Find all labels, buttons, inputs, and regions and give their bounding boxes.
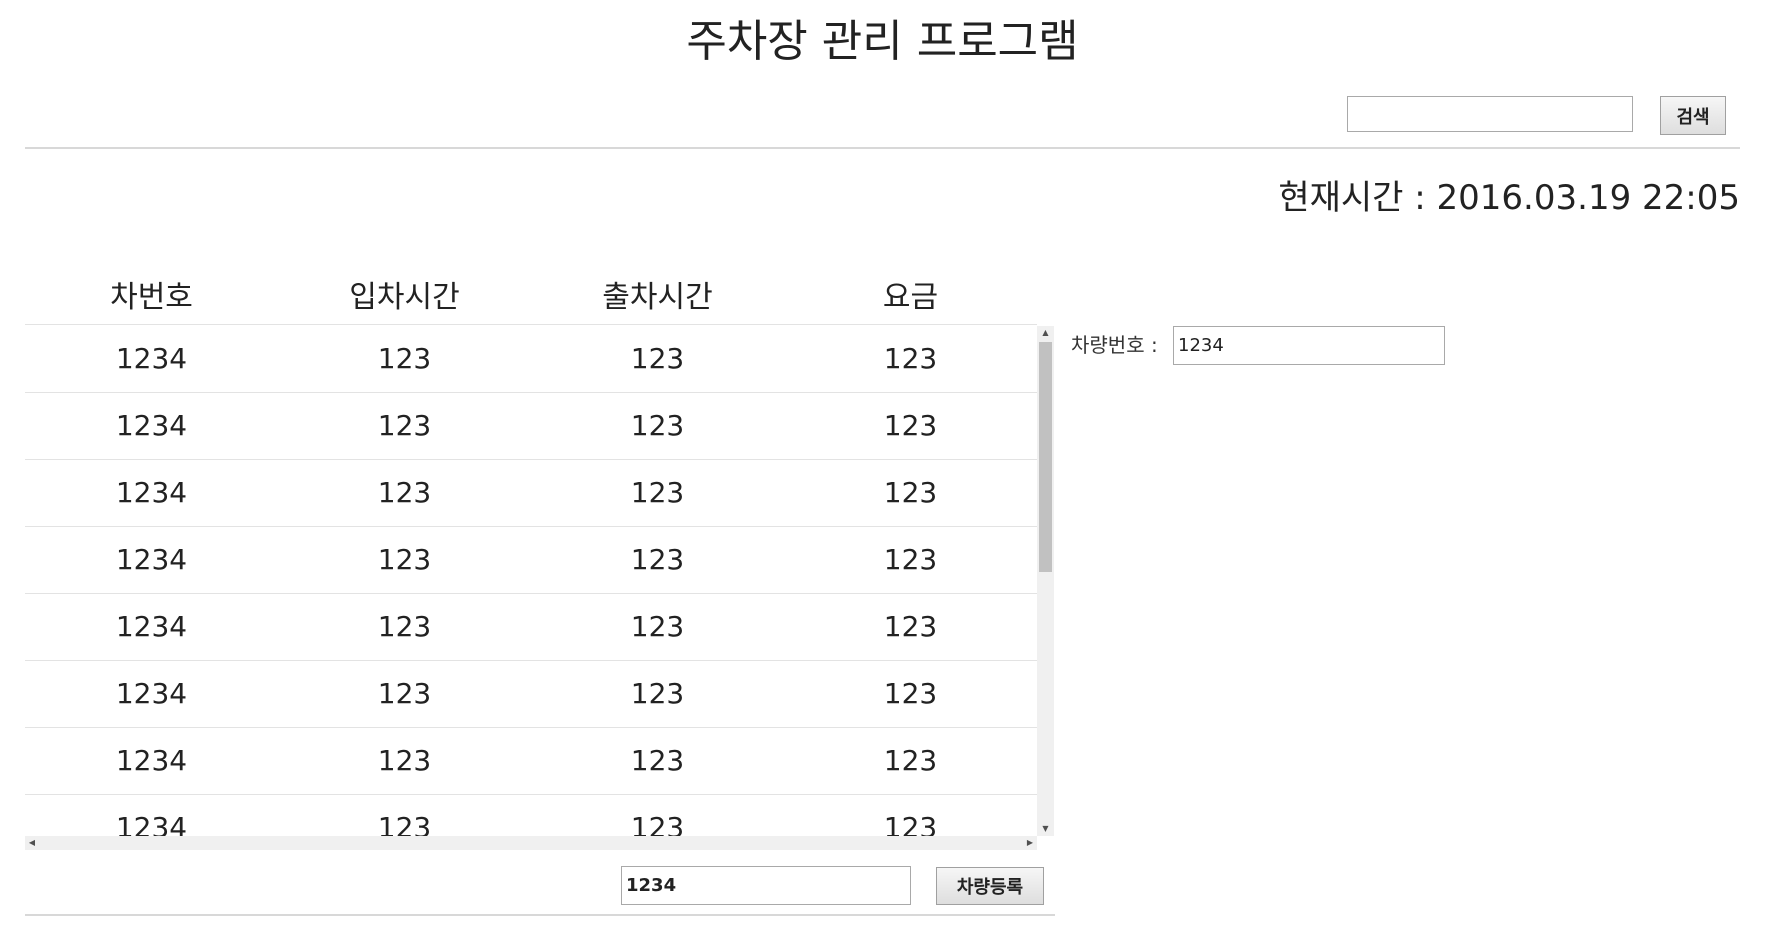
cell-car-number: 1234 bbox=[115, 409, 188, 442]
cell-entry-time: 123 bbox=[377, 476, 432, 509]
register-car-number-input[interactable] bbox=[621, 866, 911, 905]
car-number-label: 차량번호 : bbox=[1071, 333, 1158, 357]
cell-entry-time: 123 bbox=[377, 811, 432, 836]
search-button[interactable]: 검색 bbox=[1660, 96, 1726, 135]
scroll-up-arrow-icon[interactable]: ▲ bbox=[1042, 328, 1049, 337]
scroll-right-arrow-icon[interactable]: ▶ bbox=[1026, 838, 1034, 847]
cell-car-number: 1234 bbox=[115, 744, 188, 777]
column-header-car-number: 차번호 bbox=[110, 280, 193, 315]
cell-fee: 123 bbox=[883, 677, 938, 710]
cell-car-number: 1234 bbox=[115, 476, 188, 509]
table-row[interactable]: 1234 123 123 123 bbox=[25, 661, 1037, 728]
cell-fee: 123 bbox=[883, 342, 938, 375]
table-header: 차번호 입차시간 출차시간 요금 bbox=[25, 275, 1037, 325]
cell-entry-time: 123 bbox=[377, 342, 432, 375]
cell-fee: 123 bbox=[883, 543, 938, 576]
table-row[interactable]: 1234 123 123 123 bbox=[25, 393, 1037, 460]
column-header-fee: 요금 bbox=[882, 280, 939, 315]
table-row[interactable]: 1234 123 123 123 bbox=[25, 594, 1037, 661]
cell-exit-time: 123 bbox=[630, 677, 685, 710]
table-body: 1234 123 123 123 1234 123 123 123 1234 1… bbox=[25, 326, 1037, 836]
table-row[interactable]: 1234 123 123 123 bbox=[25, 728, 1037, 795]
cell-fee: 123 bbox=[883, 476, 938, 509]
cell-exit-time: 123 bbox=[630, 610, 685, 643]
cell-car-number: 1234 bbox=[115, 811, 188, 836]
table-row[interactable]: 1234 123 123 123 bbox=[25, 460, 1037, 527]
cell-exit-time: 123 bbox=[630, 476, 685, 509]
table-row[interactable]: 1234 123 123 123 bbox=[25, 527, 1037, 594]
column-header-exit-time: 출차시간 bbox=[602, 280, 713, 315]
cell-entry-time: 123 bbox=[377, 543, 432, 576]
scroll-down-arrow-icon[interactable]: ▼ bbox=[1042, 824, 1049, 833]
current-time: 현재시간 : 2016.03.19 22:05 bbox=[1278, 178, 1740, 218]
cell-car-number: 1234 bbox=[115, 677, 188, 710]
table-row[interactable]: 1234 123 123 123 bbox=[25, 795, 1037, 836]
table-row[interactable]: 1234 123 123 123 bbox=[25, 326, 1037, 393]
register-car-button[interactable]: 차량등록 bbox=[936, 867, 1044, 905]
cell-entry-time: 123 bbox=[377, 677, 432, 710]
cell-entry-time: 123 bbox=[377, 409, 432, 442]
column-header-entry-time: 입차시간 bbox=[349, 280, 460, 315]
cell-entry-time: 123 bbox=[377, 610, 432, 643]
cell-exit-time: 123 bbox=[630, 744, 685, 777]
page-title: 주차장 관리 프로그램 bbox=[686, 16, 1079, 67]
cell-exit-time: 123 bbox=[630, 543, 685, 576]
cell-exit-time: 123 bbox=[630, 342, 685, 375]
bottom-divider bbox=[25, 914, 1055, 916]
cell-car-number: 1234 bbox=[115, 543, 188, 576]
cell-exit-time: 123 bbox=[630, 811, 685, 836]
table-scroll-area[interactable]: 1234 123 123 123 1234 123 123 123 1234 1… bbox=[25, 326, 1055, 850]
cell-fee: 123 bbox=[883, 610, 938, 643]
top-divider bbox=[25, 147, 1740, 149]
horizontal-scrollbar[interactable]: ◀ ▶ bbox=[25, 836, 1037, 850]
cell-exit-time: 123 bbox=[630, 409, 685, 442]
vertical-scrollbar[interactable]: ▲ ▼ bbox=[1037, 326, 1054, 836]
car-number-field[interactable] bbox=[1173, 326, 1445, 365]
cell-fee: 123 bbox=[883, 744, 938, 777]
cell-car-number: 1234 bbox=[115, 610, 188, 643]
vertical-scrollbar-thumb[interactable] bbox=[1039, 342, 1052, 572]
cell-fee: 123 bbox=[883, 811, 938, 836]
scroll-left-arrow-icon[interactable]: ◀ bbox=[28, 838, 36, 847]
cell-car-number: 1234 bbox=[115, 342, 188, 375]
search-input[interactable] bbox=[1347, 96, 1633, 132]
cell-fee: 123 bbox=[883, 409, 938, 442]
cell-entry-time: 123 bbox=[377, 744, 432, 777]
